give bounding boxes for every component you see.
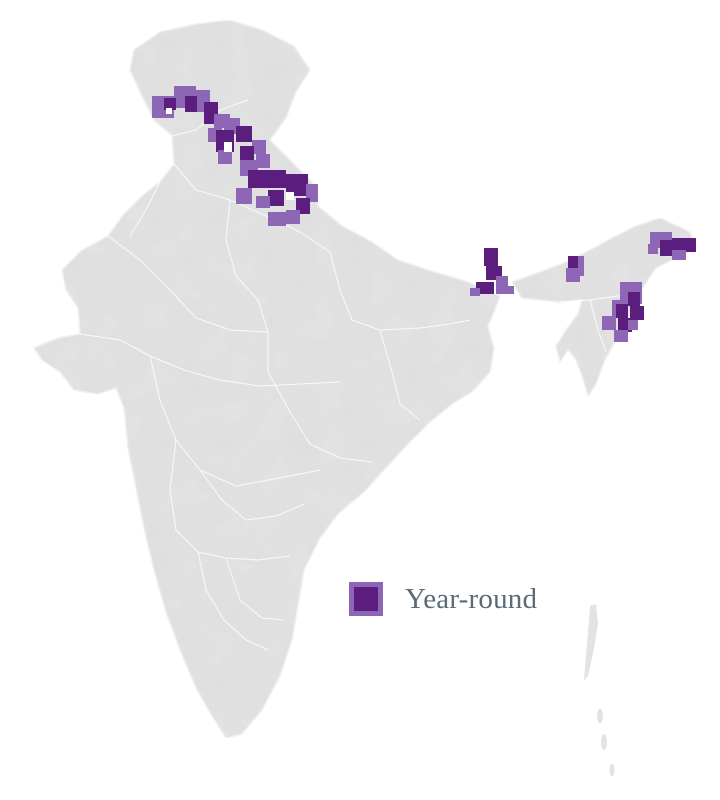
range-cell-edge [614, 330, 628, 342]
range-gap [224, 142, 232, 152]
range-cell-core [684, 238, 696, 252]
range-cell-edge [566, 268, 580, 282]
range-cell-edge [628, 320, 638, 330]
range-cell-edge [256, 196, 270, 208]
northeast-landmass [510, 217, 697, 398]
range-cell-core [660, 240, 672, 256]
range-cell-edge [268, 212, 286, 226]
range-cell-core [266, 170, 286, 188]
range-cell-core [185, 96, 197, 112]
range-cell-core [164, 98, 176, 110]
range-cell-core [568, 256, 580, 268]
range-cell-edge [252, 140, 266, 154]
range-cell-edge [236, 188, 252, 204]
range-cell-edge [578, 256, 584, 276]
range-cell-core [484, 248, 498, 266]
range-cell-core [236, 126, 252, 142]
range-gap [286, 192, 294, 200]
range-cell-core [476, 282, 494, 294]
range-gap [166, 108, 172, 114]
range-cell-core [616, 304, 628, 318]
legend-label: Year-round [405, 582, 538, 615]
year-round-swatch [349, 582, 383, 616]
range-cell-core [630, 306, 644, 320]
range-cell-edge [672, 250, 686, 260]
range-cell-core [240, 146, 254, 162]
range-cell-core [268, 190, 284, 206]
range-cell-edge [602, 316, 616, 330]
range-cell-core [628, 292, 640, 306]
range-cell-core [286, 174, 308, 196]
range-cell-edge [256, 154, 270, 168]
mainland-landmass [32, 19, 501, 739]
range-cell-edge [306, 184, 318, 202]
range-cell-core [248, 170, 266, 188]
andaman-islands [584, 604, 615, 776]
map-legend: Year-round [349, 582, 537, 616]
range-cell-edge [648, 244, 658, 254]
range-cell-edge [504, 286, 514, 294]
range-cell-core [672, 238, 686, 250]
year-round-range [152, 86, 696, 342]
range-cell-edge [286, 210, 300, 224]
range-cell-edge [470, 288, 480, 296]
range-cell-edge [218, 150, 232, 164]
